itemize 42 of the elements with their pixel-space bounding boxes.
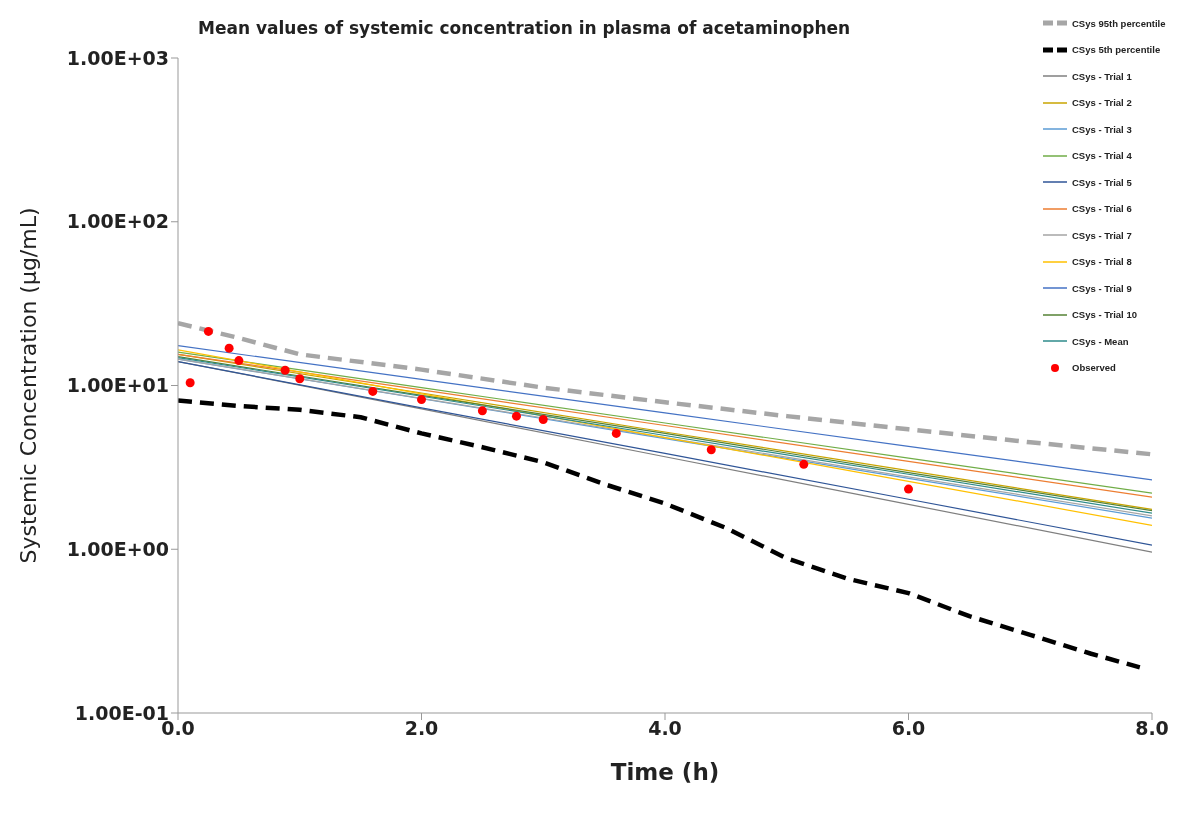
legend-label: CSys 95th percentile <box>1072 17 1166 29</box>
chart-title: Mean values of systemic concentration in plasma of acetaminophen <box>198 18 851 38</box>
legend-label: CSys - Trial 10 <box>1072 309 1137 321</box>
point <box>368 386 378 396</box>
point <box>706 445 716 455</box>
legend-label: CSys - Mean <box>1072 335 1129 347</box>
line-series <box>178 398 1143 670</box>
legend-label: CSys - Trial 2 <box>1072 97 1132 109</box>
legend-label: CSys - Trial 8 <box>1072 256 1132 268</box>
point <box>295 374 305 384</box>
y-tick-label: 1.00E+02 <box>66 210 169 233</box>
y-tick-label: 1.00E+01 <box>66 374 169 397</box>
y-tick-label: 1.00E+03 <box>66 46 169 69</box>
point <box>280 365 290 375</box>
legend-label: CSys - Trial 5 <box>1072 176 1132 188</box>
point <box>185 378 195 388</box>
point <box>538 415 548 424</box>
legend-label: CSys 5th percentile <box>1072 44 1161 56</box>
y-tick-label: 1.00E+00 <box>66 537 169 560</box>
legend-label: CSys - Trial 9 <box>1072 282 1132 294</box>
x-tick-label: 6.0 <box>891 717 926 740</box>
x-tick-label: 8.0 <box>1135 717 1169 740</box>
point <box>904 484 913 494</box>
legend-label: CSys - Trial 1 <box>1072 70 1132 82</box>
x-tick-label: 4.0 <box>648 717 682 740</box>
legend-label: Observed <box>1072 362 1116 374</box>
point <box>511 411 521 421</box>
x-axis-title: Time (h) <box>610 759 720 785</box>
line-series <box>178 320 1152 457</box>
point <box>224 343 234 353</box>
point <box>477 406 487 416</box>
legend-label: CSys - Trial 3 <box>1072 123 1132 135</box>
point <box>611 428 621 438</box>
legend-label: CSys - Trial 7 <box>1072 229 1132 241</box>
point <box>799 459 809 469</box>
x-tick-label: 2.0 <box>404 717 439 740</box>
legend-label: CSys - Trial 4 <box>1072 150 1132 162</box>
point <box>234 356 244 366</box>
point <box>417 395 426 405</box>
y-axis-title: Systemic Concentration (µg/mL) <box>15 207 41 564</box>
legend-label: CSys - Trial 6 <box>1072 203 1132 215</box>
point <box>203 326 213 336</box>
